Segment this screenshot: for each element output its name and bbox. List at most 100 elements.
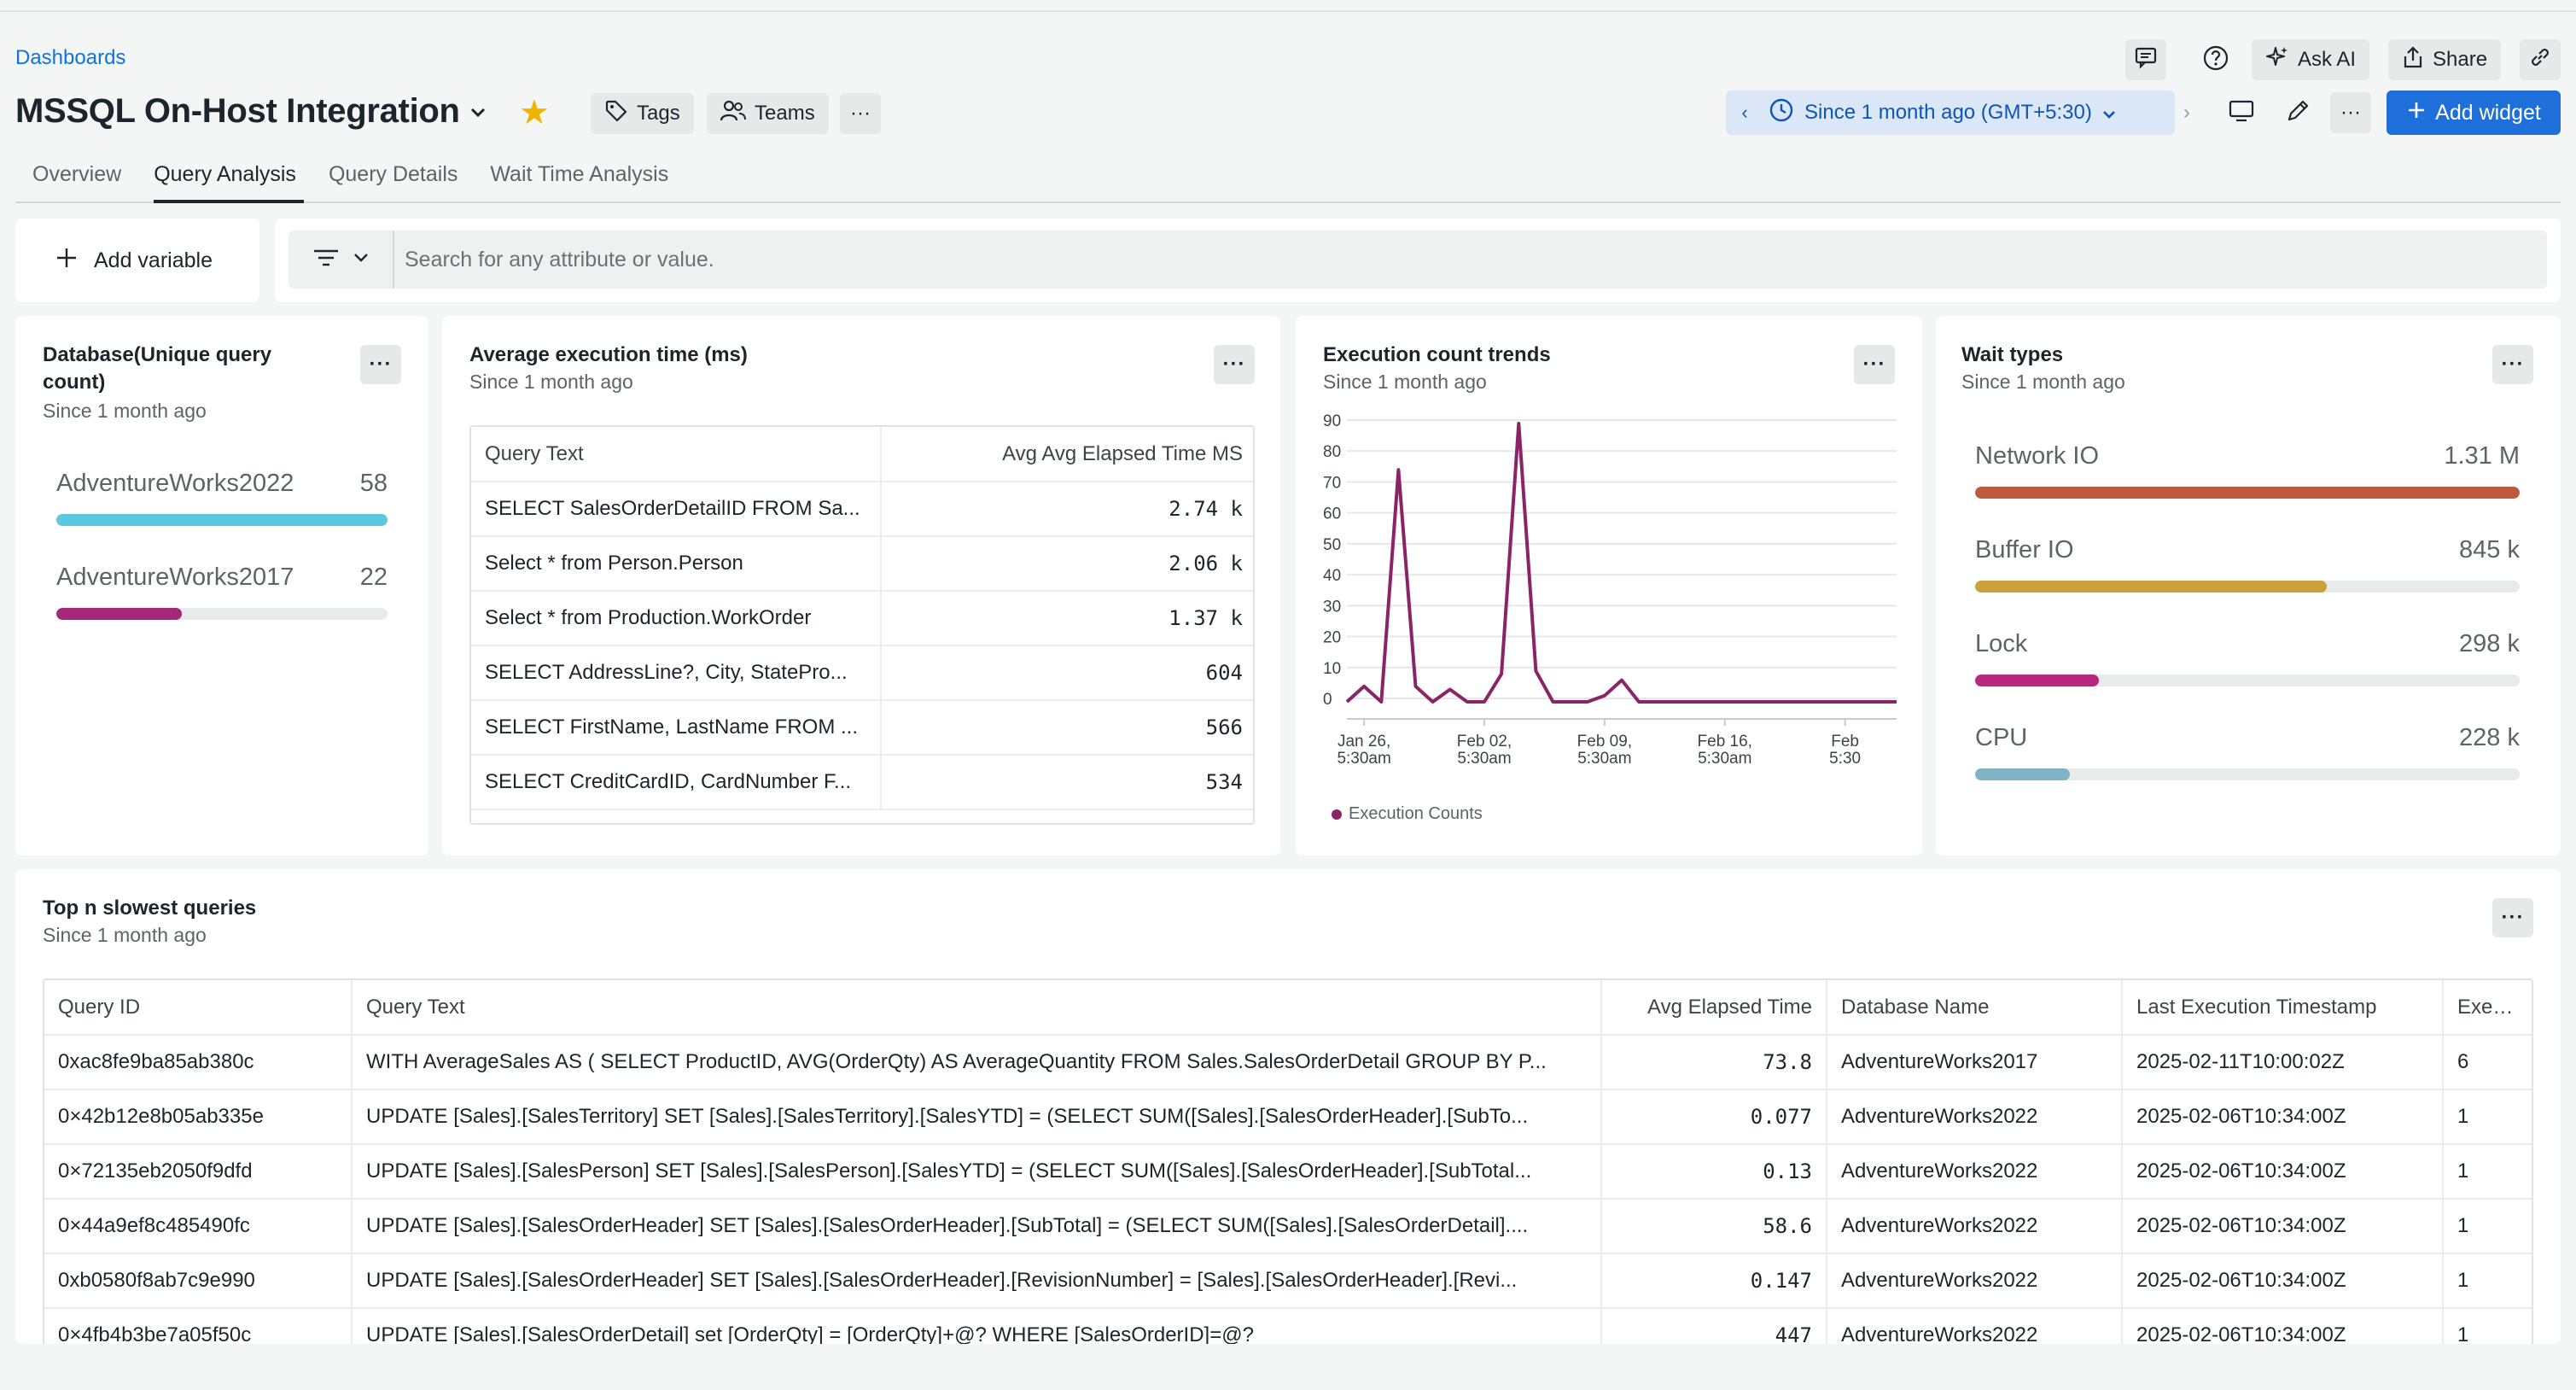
table-cell: 58.6	[1601, 1199, 1827, 1254]
tags-button[interactable]: Tags	[591, 93, 694, 134]
table-row[interactable]: SELECT FirstName, LastName FROM ... 566	[471, 700, 1253, 756]
bar-fill	[56, 608, 183, 620]
table-row[interactable]: 0xb0580f8ab7c9e990 UPDATE [Sales].[SalesO…	[44, 1253, 2532, 1309]
column-header[interactable]: Query Text	[352, 980, 1602, 1036]
slowest-queries-table: Query ID Query Text Avg Elapsed Time Dat…	[43, 978, 2533, 1344]
table-cell: 0.077	[1601, 1089, 1827, 1145]
table-row[interactable]: SELECT CreditCardID, CardNumber F... 534	[471, 755, 1253, 810]
y-tick-label: 0	[1323, 691, 1332, 709]
table-cell: 2025-02-06T10:34:00Z	[2122, 1144, 2444, 1200]
favorite-star-icon[interactable]: ★	[519, 94, 550, 131]
table-row[interactable]: 0×42b12e8b05ab335e UPDATE [Sales].[SalesT…	[44, 1089, 2532, 1145]
chevron-down-icon[interactable]	[470, 101, 486, 123]
table-row[interactable]: 0xac8fe9ba85ab380c WITH AverageSales AS (…	[44, 1035, 2532, 1090]
dashboard-more-button[interactable]: ···	[2330, 92, 2371, 133]
card-title: Top n slowest queries	[43, 896, 257, 920]
column-header[interactable]: Query Text	[471, 427, 882, 482]
bar-value: 228 k	[2459, 724, 2520, 751]
x-tick-label: 5:30am	[1698, 750, 1751, 768]
table-row[interactable]: 0×4fb4b3be7a05f50c UPDATE [Sales].[SalesO…	[44, 1308, 2532, 1344]
card-menu-button[interactable]: ···	[1854, 345, 1895, 384]
bar-track	[56, 608, 388, 620]
card-subtitle: Since 1 month ago	[1323, 371, 1487, 393]
table-row[interactable]: Select * from Production.WorkOrder 1.37 k	[471, 591, 1253, 646]
table-cell: 2025-02-06T10:34:00Z	[2122, 1308, 2444, 1344]
chevron-left-icon[interactable]: ‹	[1741, 102, 1748, 123]
table-row[interactable]: SELECT AddressLine?, City, StatePro... 60…	[471, 645, 1253, 701]
card-title: Average execution time (ms)	[469, 343, 748, 366]
more-options-button[interactable]: ···	[840, 93, 881, 134]
table-row[interactable]: 0×72135eb2050f9dfd UPDATE [Sales].[SalesP…	[44, 1144, 2532, 1200]
table-row[interactable]: Select * from Person.Person 2.06 k	[471, 536, 1253, 592]
table-cell: UPDATE [Sales].[SalesOrderHeader] SET [S…	[352, 1199, 1602, 1254]
table-row[interactable]: SELECT SalesOrderDetailID FROM Sa... 2.74…	[471, 482, 1253, 537]
table-cell: 1	[2443, 1253, 2532, 1309]
table-cell: AdventureWorks2022	[1827, 1144, 2123, 1200]
tab-overview[interactable]: Overview	[32, 162, 122, 186]
database-card: Database(Unique query count) Since 1 mon…	[15, 316, 428, 856]
table-cell: AdventureWorks2022	[1827, 1199, 2123, 1254]
share-button[interactable]: Share	[2388, 39, 2502, 80]
bar-label: Lock	[1975, 630, 2028, 657]
tag-icon	[604, 99, 628, 129]
bar-value: 298 k	[2459, 630, 2520, 657]
card-menu-button[interactable]: ···	[2492, 345, 2533, 384]
card-menu-button[interactable]: ···	[360, 345, 401, 384]
table-cell: 1	[2443, 1144, 2532, 1200]
table-cell: AdventureWorks2022	[1827, 1253, 2123, 1309]
tab-query-analysis[interactable]: Query Analysis	[154, 162, 296, 186]
table-cell: 2025-02-06T10:34:00Z	[2122, 1199, 2444, 1254]
table-cell: 1	[2443, 1199, 2532, 1254]
chevron-down-icon	[2102, 101, 2116, 125]
bar-value: 845 k	[2459, 536, 2520, 564]
column-header[interactable]: Executic	[2443, 980, 2532, 1036]
time-range-label: Since 1 month ago (GMT+5:30)	[1804, 101, 2092, 124]
table-cell: UPDATE [Sales].[SalesTerritory] SET [Sal…	[352, 1089, 1602, 1145]
chart-legend: Execution Counts	[1332, 804, 1483, 824]
filter-menu-button[interactable]	[288, 231, 394, 289]
card-menu-button[interactable]: ···	[2492, 898, 2533, 937]
add-variable-button[interactable]: Add variable	[15, 219, 259, 302]
chevron-right-icon[interactable]: ›	[2183, 101, 2190, 124]
column-header[interactable]: Avg Elapsed Time	[1601, 980, 1827, 1036]
column-header[interactable]: Avg Avg Elapsed Time MS	[881, 427, 1253, 482]
avg-execution-table: Query Text Avg Avg Elapsed Time MS SELEC…	[469, 425, 1255, 825]
y-tick-label: 90	[1323, 412, 1341, 430]
bar-value: 58	[359, 470, 388, 497]
comment-button[interactable]	[2125, 39, 2166, 80]
monitor-icon	[2228, 98, 2255, 128]
column-header[interactable]: Database Name	[1827, 980, 2123, 1036]
edit-button[interactable]	[2277, 92, 2318, 133]
teams-button[interactable]: Teams	[707, 93, 829, 134]
card-menu-button[interactable]: ···	[1214, 345, 1255, 384]
more-horizontal-icon: ···	[850, 102, 871, 125]
add-widget-label: Add widget	[2435, 100, 2541, 125]
filter-inner	[288, 231, 2547, 289]
x-tick-label: Jan 26,	[1338, 733, 1390, 750]
table-cell: 566	[881, 700, 1253, 756]
add-widget-button[interactable]: Add widget	[2387, 91, 2561, 135]
tab-wait-time-analysis[interactable]: Wait Time Analysis	[490, 162, 669, 186]
bar-fill	[56, 514, 388, 526]
table-row[interactable]: 0×44a9ef8c485490fc UPDATE [Sales].[SalesO…	[44, 1199, 2532, 1254]
tab-query-details[interactable]: Query Details	[328, 162, 458, 186]
time-range-picker[interactable]: ‹ Since 1 month ago (GMT+5:30)	[1726, 91, 2175, 135]
table-cell: 0×72135eb2050f9dfd	[44, 1144, 353, 1200]
time-range-selector[interactable]: Since 1 month ago (GMT+5:30)	[1763, 97, 2175, 129]
column-header[interactable]: Query ID	[44, 980, 353, 1036]
search-input[interactable]	[394, 247, 2547, 272]
copy-link-button[interactable]	[2520, 39, 2561, 80]
help-button[interactable]	[2195, 39, 2236, 80]
table-cell: 0xb0580f8ab7c9e990	[44, 1253, 353, 1309]
ask-ai-button[interactable]: Ask AI	[2252, 39, 2370, 80]
column-header[interactable]: Last Execution Timestamp	[2122, 980, 2444, 1036]
page-title[interactable]: MSSQL On-Host Integration	[15, 92, 486, 131]
breadcrumb-dashboards[interactable]: Dashboards	[15, 46, 126, 69]
table-cell: 2025-02-11T10:00:02Z	[2122, 1035, 2444, 1090]
table-cell: WITH AverageSales AS ( SELECT ProductID,…	[352, 1035, 1602, 1090]
x-tick-label: Feb 09,	[1577, 733, 1632, 750]
card-title: Execution count trends	[1323, 343, 1551, 366]
bar-label: Buffer IO	[1975, 536, 2074, 564]
wait-types-card: Wait types Since 1 month ago ··· Network…	[1936, 316, 2561, 856]
tv-mode-button[interactable]	[2221, 92, 2262, 133]
